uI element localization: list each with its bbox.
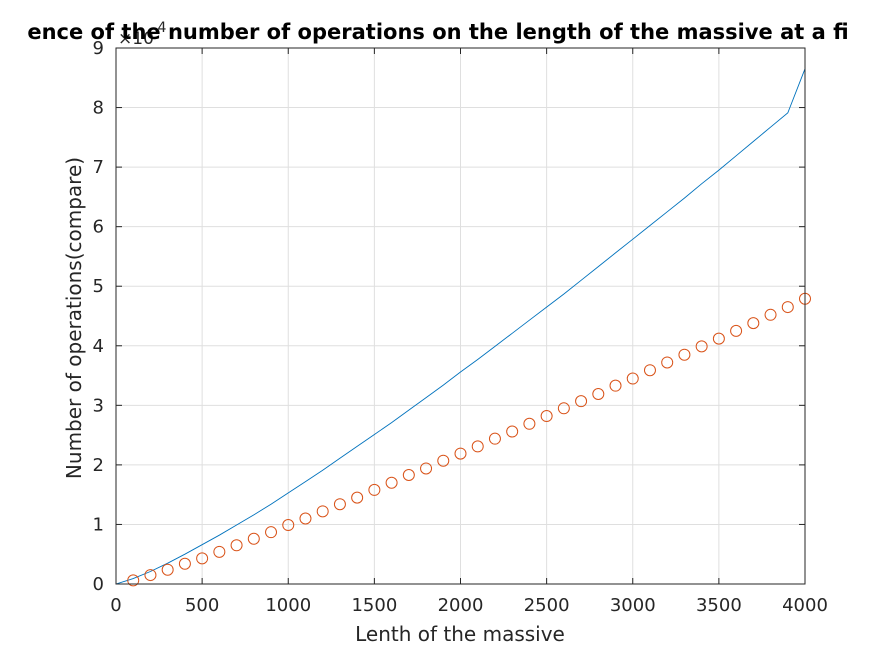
series-1-marker bbox=[575, 395, 588, 408]
x-tick-label: 4000 bbox=[782, 595, 828, 616]
x-tick-label: 1500 bbox=[351, 595, 397, 616]
series-1-marker bbox=[402, 469, 415, 482]
series-1-marker bbox=[523, 417, 536, 430]
y-tick-label: 0 bbox=[93, 574, 104, 595]
series-1-marker bbox=[196, 552, 209, 565]
series-1-marker bbox=[540, 410, 553, 423]
x-tick-label: 2000 bbox=[438, 595, 484, 616]
series-1-marker bbox=[230, 539, 243, 552]
series-1-marker bbox=[781, 301, 794, 314]
series-1-marker bbox=[385, 476, 398, 489]
grid-lines bbox=[115, 47, 806, 585]
series-1-marker bbox=[178, 557, 191, 570]
y-tick-label: 8 bbox=[93, 98, 104, 119]
series-1-marker bbox=[557, 402, 570, 415]
axis-ticks: 0 500 1000 1500 2000 2500 3000 3500 4000 0 1 2 3 4 5 6 7… bbox=[93, 38, 828, 616]
y-axis-exponent-base: ×10 bbox=[118, 29, 154, 49]
y-axis-exponent-power: 4 bbox=[158, 20, 167, 36]
y-tick-label: 7 bbox=[93, 157, 104, 178]
plot-series bbox=[115, 68, 811, 587]
chart-title: ence of the number of operations on the … bbox=[27, 20, 848, 44]
x-tick-label: 500 bbox=[185, 595, 219, 616]
series-1-marker bbox=[695, 340, 708, 353]
series-1-marker bbox=[661, 356, 674, 369]
series-1-marker bbox=[506, 425, 519, 438]
y-tick-label: 6 bbox=[93, 217, 104, 238]
series-1-marker bbox=[678, 348, 691, 361]
x-tick-label: 0 bbox=[110, 595, 121, 616]
series-1-marker bbox=[127, 574, 140, 587]
x-tick-label: 3000 bbox=[610, 595, 656, 616]
series-1-marker bbox=[454, 447, 467, 460]
series-1-marker bbox=[213, 545, 226, 558]
y-tick-label: 2 bbox=[93, 455, 104, 476]
series-1-marker bbox=[420, 462, 433, 475]
y-tick-label: 9 bbox=[93, 38, 104, 59]
series-1-marker bbox=[282, 519, 295, 532]
series-1-marker bbox=[747, 317, 760, 330]
series-1-marker bbox=[488, 432, 501, 445]
series-1-marker bbox=[626, 372, 639, 385]
series-1-marker bbox=[437, 454, 450, 467]
x-tick-label: 2500 bbox=[524, 595, 570, 616]
series-1-marker bbox=[247, 532, 260, 545]
series-1-marker bbox=[471, 440, 484, 453]
series-1-marker bbox=[609, 379, 622, 392]
series-1-marker bbox=[643, 364, 656, 377]
x-axis-label: Lenth of the massive bbox=[355, 622, 565, 646]
series-1-marker bbox=[592, 388, 605, 401]
y-tick-label: 5 bbox=[93, 276, 104, 297]
y-tick-label: 4 bbox=[93, 336, 104, 357]
y-axis-label: Number of operations(compare) bbox=[62, 157, 86, 479]
series-1-marker bbox=[368, 483, 381, 496]
series-1-marker bbox=[299, 512, 312, 525]
series-1-marker bbox=[316, 505, 329, 518]
series-1-marker bbox=[333, 498, 346, 511]
series-0-line bbox=[115, 68, 806, 585]
series-1-marker bbox=[730, 324, 743, 337]
y-tick-label: 1 bbox=[93, 514, 104, 535]
x-tick-label: 3500 bbox=[696, 595, 742, 616]
series-1-marker bbox=[265, 526, 278, 539]
series-1-marker bbox=[712, 332, 725, 345]
series-1-marker bbox=[351, 491, 364, 504]
y-tick-label: 3 bbox=[93, 395, 104, 416]
series-1-marker bbox=[144, 569, 157, 582]
series-1-marker bbox=[161, 563, 174, 576]
x-tick-label: 1000 bbox=[265, 595, 311, 616]
series-1-marker bbox=[764, 308, 777, 321]
